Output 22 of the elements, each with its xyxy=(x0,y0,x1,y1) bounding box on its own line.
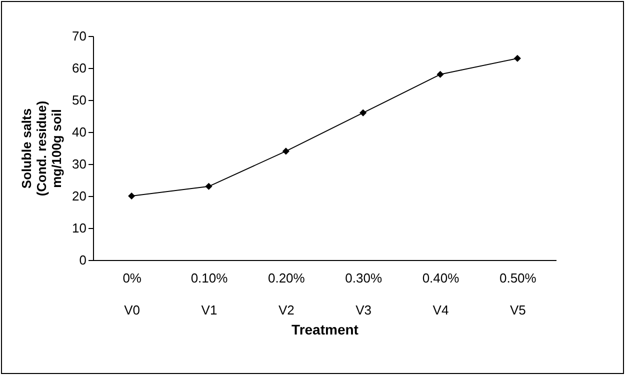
y-tick-label: 50 xyxy=(72,92,86,108)
x-axis-title: Treatment xyxy=(292,322,359,338)
y-tick-label: 30 xyxy=(72,156,86,172)
point xyxy=(128,192,136,200)
category-label: 0.20% V2 xyxy=(268,270,305,318)
point xyxy=(205,182,212,190)
y-tick-label: 0 xyxy=(79,252,86,268)
category-label: 0.40% V4 xyxy=(422,270,460,318)
point xyxy=(436,70,444,78)
y-tick-label: 20 xyxy=(72,188,86,204)
category-label: 0.30% V3 xyxy=(345,270,382,318)
category-label: 0.50% V5 xyxy=(499,270,536,318)
category-label: 0.10% V1 xyxy=(190,270,228,318)
y-tick-label: 60 xyxy=(72,60,86,76)
point xyxy=(360,109,367,116)
point xyxy=(514,54,521,62)
point xyxy=(282,148,290,155)
category-label: 0% V0 xyxy=(122,270,142,318)
y-tick-label: 40 xyxy=(72,124,86,140)
y-axis-title: Soluble salts (Cond. residue) mg/100g soil xyxy=(19,100,64,196)
y-tick-label: 70 xyxy=(72,28,86,44)
y-tick-label: 10 xyxy=(72,220,86,236)
